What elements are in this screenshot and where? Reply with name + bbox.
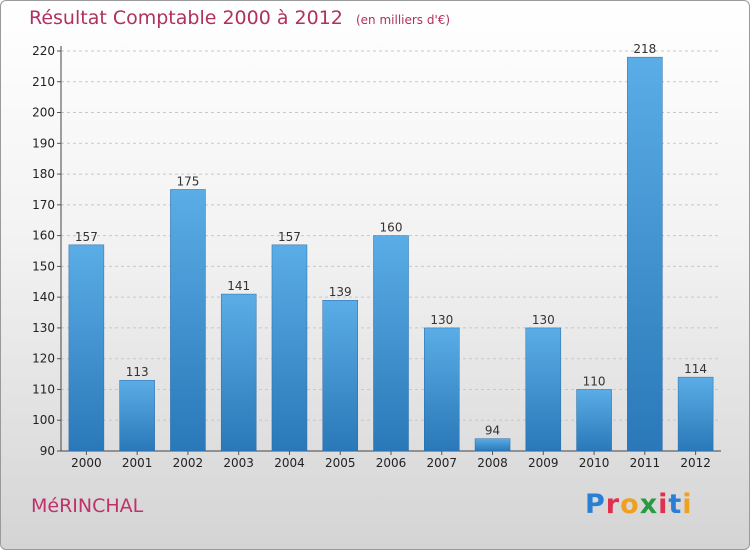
bar	[677, 376, 714, 452]
bar	[474, 438, 511, 452]
x-tick-label: 2011	[630, 456, 661, 470]
x-tick-label: 2006	[376, 456, 407, 470]
logo-letter: o	[620, 489, 640, 520]
x-tick-label: 2002	[173, 456, 204, 470]
x-tick-label: 2001	[122, 456, 153, 470]
bar	[170, 189, 206, 452]
x-tick-label: 2005	[325, 456, 356, 470]
labels: 90 100 110 120 130 140 150 160 170 180 190 200 210 22…	[32, 42, 711, 470]
bar-value-label: 139	[329, 285, 352, 299]
logo-letter: t	[668, 489, 683, 520]
y-tick-label: 170	[32, 198, 55, 212]
bar	[373, 235, 409, 452]
y-tick-label: 160	[32, 229, 55, 243]
bar-value-label: 110	[583, 374, 606, 388]
x-tick-label: 2003	[223, 456, 254, 470]
logo-letter: x	[639, 489, 659, 520]
logo-letter: i	[682, 489, 693, 520]
y-tick-label: 220	[32, 44, 55, 58]
bar-value-label: 113	[126, 365, 149, 379]
x-tick-label: 2008	[477, 456, 508, 470]
x-tick-label: 2000	[71, 456, 102, 470]
logo-letter: r	[605, 489, 621, 520]
bars	[68, 56, 714, 452]
y-tick-label: 150	[32, 259, 55, 273]
bar	[220, 293, 257, 452]
y-tick-label: 110	[32, 382, 55, 396]
bar-value-label: 218	[633, 42, 656, 56]
x-tick-label: 2004	[274, 456, 305, 470]
chart-main-title: Résultat Comptable 2000 à 2012	[29, 7, 343, 29]
y-tick-label: 140	[32, 290, 55, 304]
bar	[119, 379, 155, 452]
bar	[424, 327, 460, 452]
bar-value-label: 157	[278, 230, 301, 244]
bar-value-label: 114	[684, 362, 707, 376]
y-tick-label: 90	[40, 444, 55, 458]
bar	[525, 327, 562, 452]
bar-value-label: 160	[380, 221, 403, 235]
bar	[322, 299, 358, 452]
y-tick-label: 210	[32, 75, 55, 89]
bar-value-label: 141	[227, 279, 250, 293]
y-tick-label: 130	[32, 321, 55, 335]
bar-value-label: 130	[430, 313, 453, 327]
bar-value-label: 157	[75, 230, 98, 244]
bar-value-label: 94	[485, 424, 500, 438]
bar	[627, 56, 663, 452]
town-name: MéRINCHAL	[31, 495, 144, 517]
logo-letter: P	[585, 489, 606, 520]
y-tick-label: 120	[32, 352, 55, 366]
x-tick-label: 2012	[680, 456, 711, 470]
bar	[68, 244, 105, 452]
bar	[576, 389, 612, 452]
chart-subtitle: (en milliers d'€)	[355, 13, 451, 27]
x-tick-label: 2010	[579, 456, 610, 470]
logo-letter: i	[658, 489, 669, 520]
y-tick-label: 100	[32, 413, 55, 427]
bar	[271, 244, 308, 452]
bar-value-label: 175	[176, 174, 199, 188]
y-tick-label: 180	[32, 167, 55, 181]
proxiti-logo[interactable]: Proxiti	[585, 489, 693, 520]
bar-value-label: 130	[532, 313, 555, 327]
chart-title: Résultat Comptable 2000 à 2012 (en milli…	[29, 7, 450, 29]
y-tick-label: 190	[32, 136, 55, 150]
x-tick-label: 2007	[426, 456, 457, 470]
x-tick-label: 2009	[528, 456, 559, 470]
y-tick-label: 200	[32, 106, 55, 120]
